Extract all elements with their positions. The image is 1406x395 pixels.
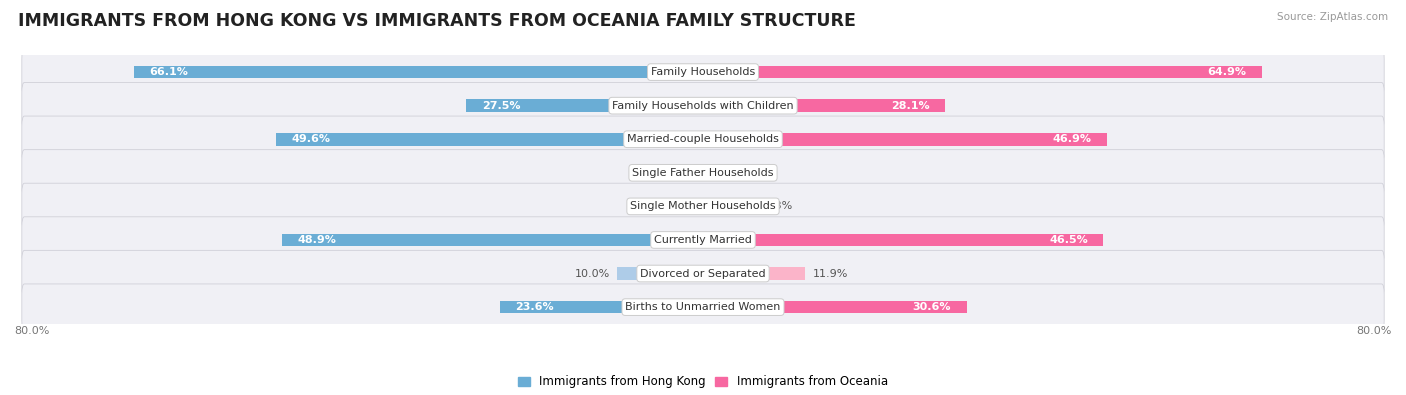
Text: Single Mother Households: Single Mother Households bbox=[630, 201, 776, 211]
Text: 46.5%: 46.5% bbox=[1049, 235, 1088, 245]
Bar bbox=[662, 200, 703, 213]
Text: 64.9%: 64.9% bbox=[1208, 67, 1246, 77]
Bar bbox=[703, 66, 1263, 79]
Bar bbox=[617, 267, 703, 280]
Text: 4.8%: 4.8% bbox=[626, 201, 655, 211]
Text: 11.9%: 11.9% bbox=[813, 269, 848, 278]
Bar bbox=[276, 133, 703, 146]
Text: Divorced or Separated: Divorced or Separated bbox=[640, 269, 766, 278]
Text: Family Households with Children: Family Households with Children bbox=[612, 101, 794, 111]
FancyBboxPatch shape bbox=[22, 49, 1384, 95]
Text: 2.5%: 2.5% bbox=[731, 168, 759, 178]
Text: 66.1%: 66.1% bbox=[149, 67, 188, 77]
Text: 23.6%: 23.6% bbox=[515, 302, 554, 312]
Text: 49.6%: 49.6% bbox=[291, 134, 330, 144]
Text: 27.5%: 27.5% bbox=[482, 101, 520, 111]
Bar bbox=[134, 66, 703, 79]
Text: Single Father Households: Single Father Households bbox=[633, 168, 773, 178]
Bar bbox=[703, 166, 724, 179]
Bar bbox=[281, 233, 703, 246]
Bar bbox=[703, 267, 806, 280]
Text: 1.8%: 1.8% bbox=[652, 168, 681, 178]
Text: 10.0%: 10.0% bbox=[575, 269, 610, 278]
Text: IMMIGRANTS FROM HONG KONG VS IMMIGRANTS FROM OCEANIA FAMILY STRUCTURE: IMMIGRANTS FROM HONG KONG VS IMMIGRANTS … bbox=[18, 12, 856, 30]
FancyBboxPatch shape bbox=[22, 116, 1384, 162]
Text: Births to Unmarried Women: Births to Unmarried Women bbox=[626, 302, 780, 312]
Bar bbox=[499, 301, 703, 314]
Text: Source: ZipAtlas.com: Source: ZipAtlas.com bbox=[1277, 12, 1388, 22]
Text: 28.1%: 28.1% bbox=[891, 101, 929, 111]
Text: Married-couple Households: Married-couple Households bbox=[627, 134, 779, 144]
Text: 46.9%: 46.9% bbox=[1052, 134, 1091, 144]
Text: Family Households: Family Households bbox=[651, 67, 755, 77]
FancyBboxPatch shape bbox=[22, 284, 1384, 330]
Bar bbox=[703, 200, 758, 213]
Bar bbox=[688, 166, 703, 179]
Text: 80.0%: 80.0% bbox=[14, 325, 49, 336]
Text: 48.9%: 48.9% bbox=[298, 235, 336, 245]
FancyBboxPatch shape bbox=[22, 150, 1384, 196]
Bar bbox=[703, 133, 1107, 146]
Text: 30.6%: 30.6% bbox=[912, 302, 950, 312]
FancyBboxPatch shape bbox=[22, 250, 1384, 297]
FancyBboxPatch shape bbox=[22, 183, 1384, 229]
Legend: Immigrants from Hong Kong, Immigrants from Oceania: Immigrants from Hong Kong, Immigrants fr… bbox=[513, 371, 893, 393]
Text: 80.0%: 80.0% bbox=[1357, 325, 1392, 336]
Text: Currently Married: Currently Married bbox=[654, 235, 752, 245]
Text: 6.3%: 6.3% bbox=[763, 201, 793, 211]
Bar bbox=[467, 99, 703, 112]
FancyBboxPatch shape bbox=[22, 83, 1384, 129]
Bar bbox=[703, 301, 966, 314]
FancyBboxPatch shape bbox=[22, 217, 1384, 263]
Bar bbox=[703, 233, 1104, 246]
Bar bbox=[703, 99, 945, 112]
